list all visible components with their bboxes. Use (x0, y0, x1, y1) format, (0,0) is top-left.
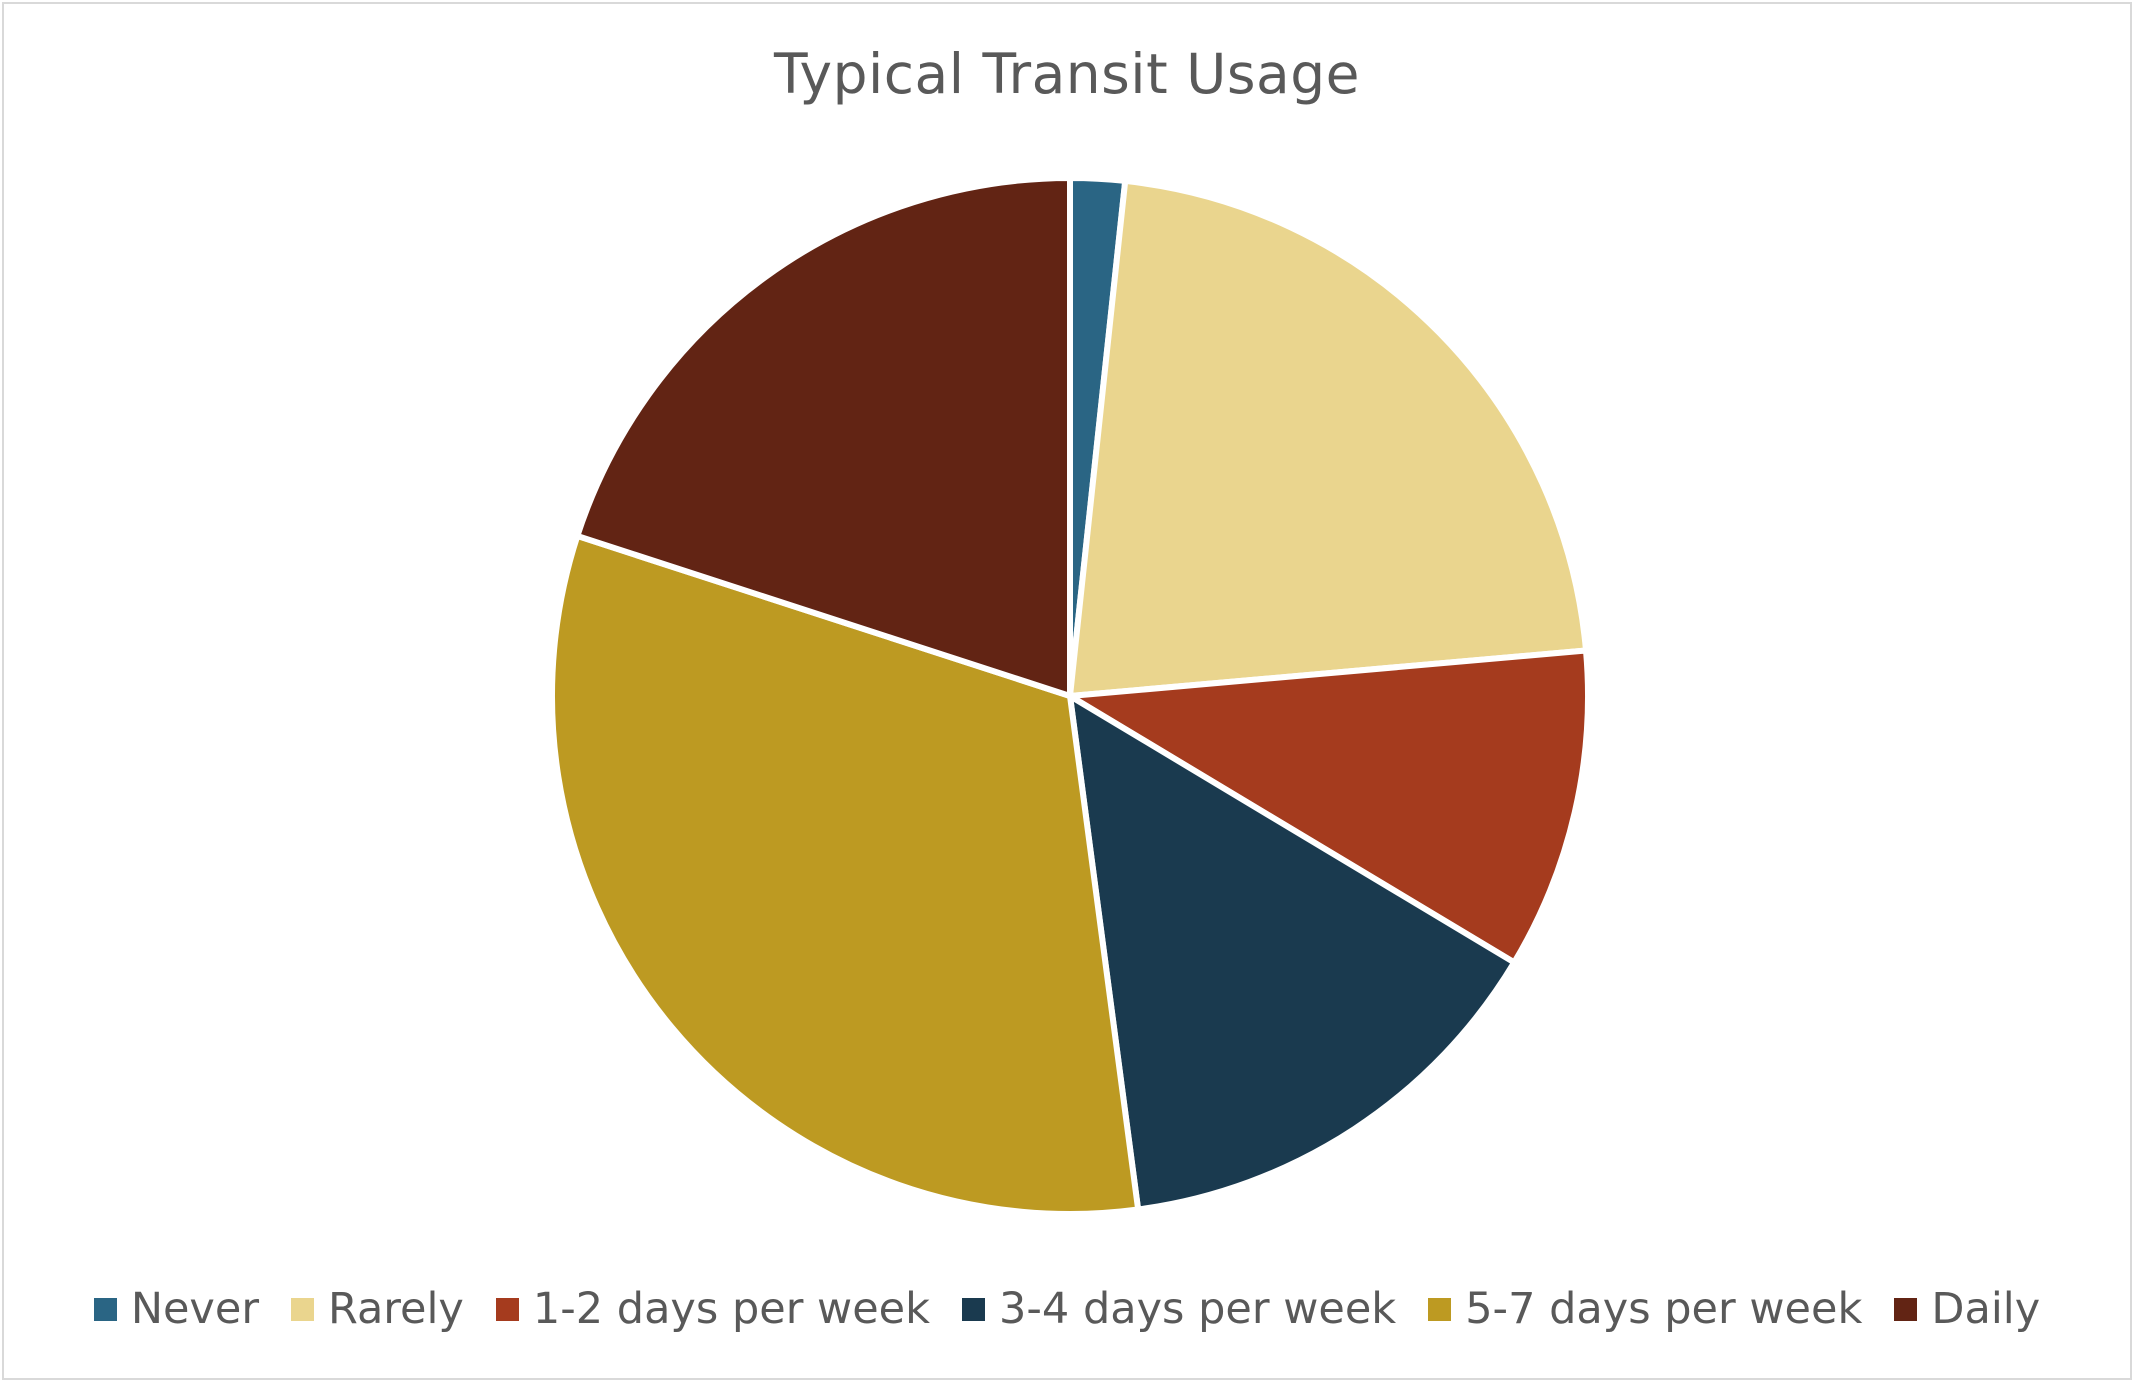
legend-item-1-2-days-per-week: 1-2 days per week (495, 1284, 931, 1334)
pie-chart (549, 175, 1591, 1217)
legend-item-5-7-days-per-week: 5-7 days per week (1428, 1284, 1862, 1334)
legend-item-rarely: Rarely (291, 1284, 464, 1334)
legend-swatch (1894, 1297, 1918, 1321)
legend: Never Rarely 1-2 days per week 3-4 days per… (4, 1284, 2130, 1334)
legend-label: 3-4 days per week (999, 1284, 1397, 1334)
legend-label: 1-2 days per week (532, 1284, 931, 1334)
legend-swatch (93, 1297, 117, 1321)
pie-slice-1-2-days-per-week (1067, 647, 1591, 966)
legend-swatch (291, 1297, 315, 1321)
pie-slice-5-7-days-per-week (549, 532, 1142, 1217)
legend-item-never: Never (93, 1284, 260, 1334)
pie-slice-daily (574, 175, 1073, 699)
legend-item-daily: Daily (1894, 1284, 2040, 1334)
legend-label: Daily (1931, 1284, 2041, 1334)
pie-slice-rarely (1067, 177, 1589, 699)
pie-slice-3-4-days-per-week (1067, 693, 1518, 1213)
legend-label: Never (130, 1284, 260, 1334)
legend-item-3-4-days-per-week: 3-4 days per week (962, 1284, 1396, 1334)
legend-label: 5-7 days per week (1465, 1284, 1863, 1334)
legend-swatch (495, 1297, 519, 1321)
legend-label: Rarely (328, 1284, 464, 1334)
chart-title: Typical Transit Usage (773, 42, 1360, 106)
legend-swatch (1428, 1297, 1452, 1321)
legend-swatch (962, 1297, 986, 1321)
